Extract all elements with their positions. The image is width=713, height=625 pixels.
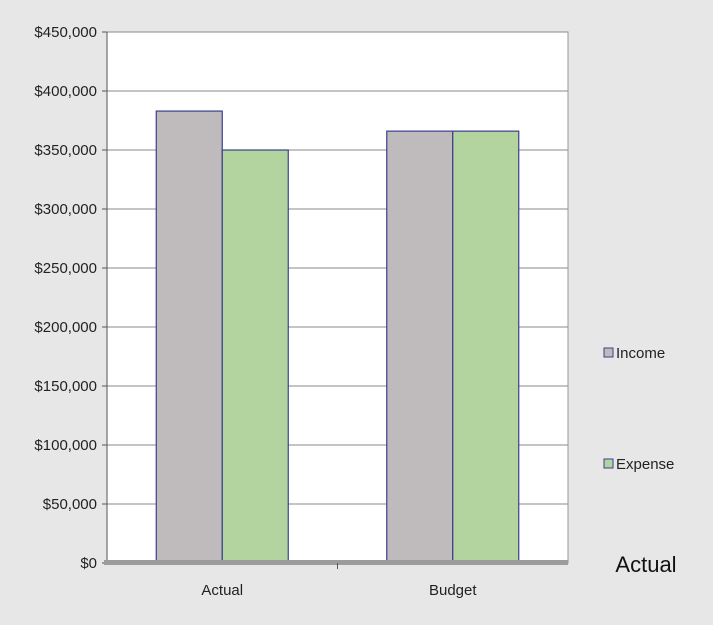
y-tick-label: $400,000 — [34, 83, 97, 100]
legend-label-expense: Expense — [616, 456, 674, 473]
y-tick-label: $200,000 — [34, 319, 97, 336]
legend-swatch-expense — [603, 458, 614, 469]
bar-expense-actual — [221, 149, 289, 564]
chart-caption: Actual — [615, 552, 676, 577]
y-tick-label: $0 — [80, 555, 97, 572]
legend: Income Expense — [603, 345, 674, 473]
y-tick-label: $350,000 — [34, 142, 97, 159]
bar-income-budget — [386, 130, 454, 564]
y-tick-label: $150,000 — [34, 378, 97, 395]
y-tick-label: $300,000 — [34, 201, 97, 218]
legend-label-income: Income — [616, 345, 665, 362]
y-tick-label: $50,000 — [43, 496, 97, 513]
y-tick-label: $250,000 — [34, 260, 97, 277]
bar-expense-budget — [452, 130, 520, 564]
y-tick-label: $100,000 — [34, 437, 97, 454]
y-tick-label: $450,000 — [34, 24, 97, 41]
legend-swatch-income — [603, 347, 614, 358]
bar-income-actual — [155, 110, 223, 564]
x-tick-label: Budget — [429, 582, 477, 599]
x-tick-label: Actual — [201, 582, 243, 599]
x-axis-floor — [104, 560, 568, 565]
